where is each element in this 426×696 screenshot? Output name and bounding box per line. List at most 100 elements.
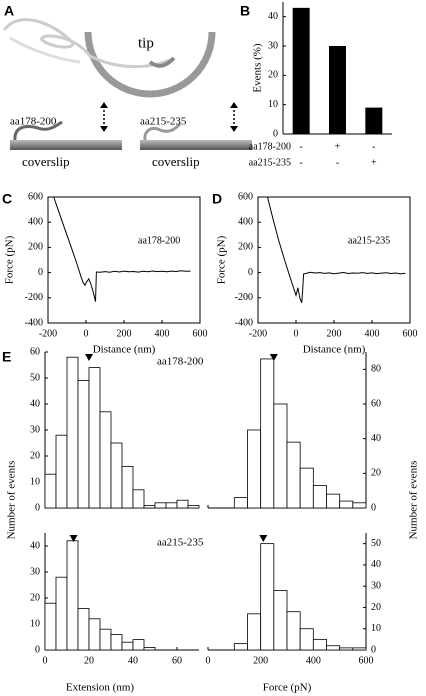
histogram-bar [121,465,134,509]
y-tick-label: 400 [238,216,253,227]
y-axis-label: Number of events [408,461,420,540]
y-tick-label: 20 [268,70,278,81]
x-axis-label: Distance (nm) [303,344,366,356]
y-tick-label: 40 [371,559,381,570]
x-tick-label: -200 [249,328,267,339]
histogram-bar [143,504,156,509]
y-axis-label: Events (%) [252,43,264,93]
histogram-bar [132,489,145,509]
y-tick-label: 40 [268,11,278,22]
y-tick-label: 20 [30,450,40,461]
y-tick-label: 40 [30,398,40,409]
histogram-bar [260,543,275,651]
mean-marker [259,535,268,542]
label-left: aa178-200 [10,116,57,128]
panel-label: A [4,3,14,19]
histogram-bar [312,485,327,509]
x-tick-label: 200 [327,328,342,339]
force-curve [53,196,191,302]
x-axis-label: Force (pN) [263,682,312,694]
y-tick-label: 200 [238,242,253,253]
histogram-bar [233,497,248,509]
y-tick-label: 600 [28,191,43,202]
y-tick-label: -200 [235,292,253,303]
y-tick-label: 20 [371,468,381,479]
histogram-bar [299,628,314,651]
force-curve [267,196,406,303]
annotation: aa178-200 [157,356,204,368]
x-tick-label: -200 [39,328,57,339]
histogram-bar [286,441,301,509]
plot-frame [257,196,411,324]
label-right: aa215-235 [140,116,187,128]
histogram-bar [339,500,354,509]
x-tick-label: 400 [365,328,380,339]
protein-chain [9,36,81,64]
x-tick-label: 0 [294,328,299,339]
y-tick-label: 10 [30,476,40,487]
y-axis-label: Force (pN) [216,235,228,284]
histogram-bar [110,442,123,509]
annotation: aa178-200 [138,235,180,246]
x-tick-label: 400 [306,655,321,666]
x-tick-label: 40 [128,655,138,666]
y-tick-label: 10 [30,618,40,629]
y-tick-label: 30 [30,424,40,435]
histogram-bar [352,502,367,509]
peptide-right [143,122,182,141]
panel-label: E [2,349,11,365]
y-tick-label: 30 [268,40,278,51]
annotation: aa215-235 [157,537,204,549]
y-axis-label: Force (pN) [4,235,16,284]
y-tick-label: 50 [30,372,40,383]
bar [365,107,383,134]
y-tick-label: 600 [238,191,253,202]
y-tick-label: -400 [25,317,43,328]
diagram-art [2,18,252,150]
row-label: aa178-200 [249,141,291,152]
histogram-bar [187,504,200,509]
mean-marker [269,354,278,361]
y-tick-label: 40 [371,433,381,444]
histogram-bar [88,618,101,651]
arrow-heads [100,102,108,132]
histogram-bar [110,634,123,651]
histogram-bar [77,380,90,509]
y-tick-label: 40 [30,540,40,551]
arrow-heads [230,102,238,132]
mean-marker [85,354,93,361]
bar [329,46,346,134]
x-tick-label: 60 [172,655,182,666]
histogram-bar [312,638,327,651]
x-tick-label: 0 [43,655,48,666]
panel-label: D [212,191,222,207]
x-tick-label: 20 [84,655,94,666]
protein-chain [2,18,171,69]
mean-marker [69,535,78,542]
panel-label: B [240,3,250,19]
y-tick-label: 0 [38,267,43,278]
label-tip: tip [138,35,154,51]
row-mark: + [335,141,341,152]
bar [292,7,310,134]
y-tick-label: 60 [371,398,381,409]
y-tick-label: 0 [35,644,40,655]
x-tick-label: 0 [84,328,89,339]
x-tick-label: 0 [206,655,211,666]
histogram-bar [247,613,262,651]
annotation: aa215-235 [348,235,390,246]
y-tick-label: 60 [30,346,40,357]
histogram-bar [44,602,57,651]
histogram-bar [176,499,189,509]
y-tick-label: 0 [35,502,40,513]
histogram-bar [326,645,341,651]
histogram-bar [273,590,288,651]
protein-chain [148,56,176,68]
histogram-bar [260,358,275,509]
y-tick-label: 0 [371,502,376,513]
y-tick-label: -400 [235,317,253,328]
histogram-bar [55,434,68,509]
row-mark: - [372,141,375,152]
